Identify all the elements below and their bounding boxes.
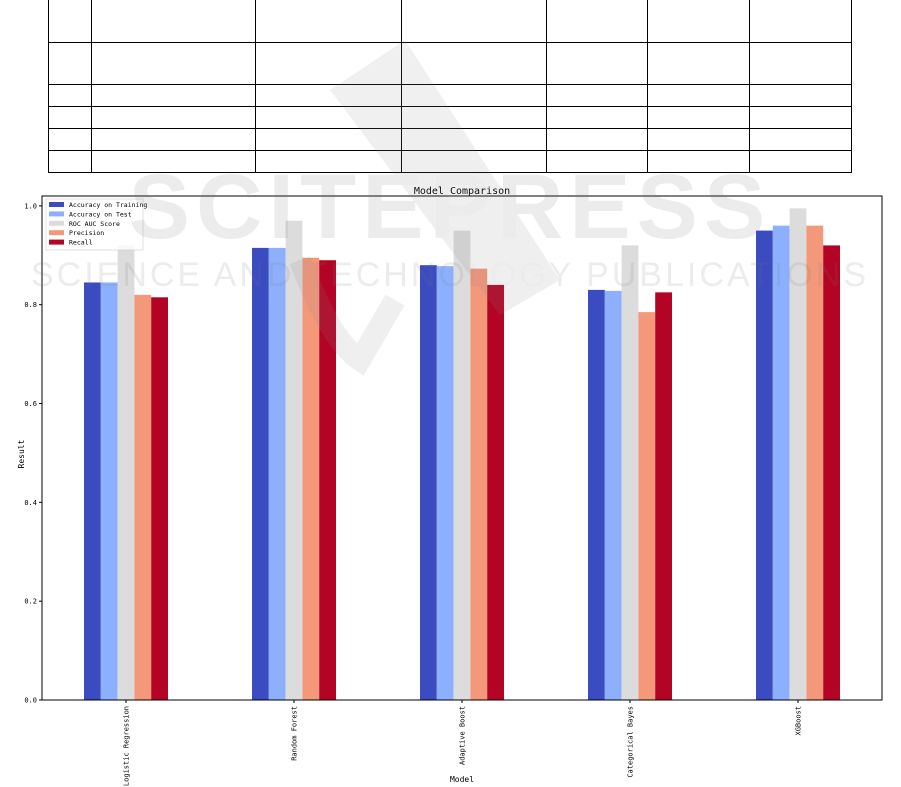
legend-swatch xyxy=(49,211,64,217)
bar-accuracy-on-test-2 xyxy=(436,266,454,700)
legend-label: Recall xyxy=(69,239,93,247)
x-tick-label: Adaptive Boost xyxy=(459,706,467,765)
legend-swatch xyxy=(49,220,64,226)
legend-label: ROC AUC Score xyxy=(69,220,120,228)
legend-label: Precision xyxy=(69,229,104,237)
bar-precision-0 xyxy=(134,294,152,700)
bar-recall-3 xyxy=(655,292,672,700)
header-table xyxy=(48,0,852,173)
y-tick-label: 1.0 xyxy=(24,202,37,210)
bar-roc-auc-score-2 xyxy=(453,230,471,700)
legend-swatch xyxy=(49,202,64,207)
table-row xyxy=(48,84,852,107)
x-axis: Logistic Regression Random Forest Adaptive… xyxy=(123,700,803,786)
bar-accuracy-on-test-1 xyxy=(268,247,286,700)
bars-group xyxy=(84,208,840,701)
y-tick-label: 0.0 xyxy=(24,697,37,705)
bar-accuracy-on-training-2 xyxy=(420,265,437,700)
table-row xyxy=(48,106,852,129)
legend-label: Accuracy on Training xyxy=(69,201,147,209)
bar-accuracy-on-training-3 xyxy=(588,289,605,700)
y-tick-label: 0.6 xyxy=(24,400,37,408)
bar-recall-2 xyxy=(487,284,504,700)
x-tick-label: Random Forest xyxy=(291,706,299,761)
bar-accuracy-on-training-0 xyxy=(84,282,101,700)
y-tick-label: 0.8 xyxy=(24,301,37,309)
bar-precision-2 xyxy=(470,268,488,700)
chart-title: Model Comparison xyxy=(414,186,510,197)
y-tick-label: 0.2 xyxy=(24,598,37,606)
x-tick-label: Categorical Bayes xyxy=(627,706,635,778)
bar-roc-auc-score-4 xyxy=(789,208,807,700)
legend-swatch xyxy=(49,239,64,245)
y-axis: 0.0 0.2 0.4 0.6 0.8 1.0 xyxy=(24,202,42,705)
x-tick-label: XGBoost xyxy=(795,706,803,736)
x-axis-label: Model xyxy=(450,775,474,784)
bar-accuracy-on-test-3 xyxy=(604,290,622,700)
bar-accuracy-on-test-0 xyxy=(100,282,118,700)
bar-precision-3 xyxy=(638,312,656,700)
bar-roc-auc-score-0 xyxy=(117,245,135,701)
legend-label: Accuracy on Test xyxy=(69,210,132,218)
bar-precision-4 xyxy=(806,225,824,700)
bar-recall-1 xyxy=(319,260,336,700)
x-tick-label: Logistic Regression xyxy=(123,706,131,786)
table-row xyxy=(48,150,852,173)
bar-accuracy-on-test-4 xyxy=(772,225,790,700)
y-tick-label: 0.4 xyxy=(24,499,37,507)
bar-roc-auc-score-1 xyxy=(285,220,303,701)
bar-recall-0 xyxy=(151,297,168,700)
bar-accuracy-on-training-4 xyxy=(756,230,773,700)
bar-accuracy-on-training-1 xyxy=(252,247,269,700)
legend-swatch xyxy=(49,230,64,236)
bar-recall-4 xyxy=(823,245,840,701)
bar-precision-1 xyxy=(302,257,320,700)
y-axis-label: Result xyxy=(17,439,26,468)
bar-roc-auc-score-3 xyxy=(621,245,639,701)
